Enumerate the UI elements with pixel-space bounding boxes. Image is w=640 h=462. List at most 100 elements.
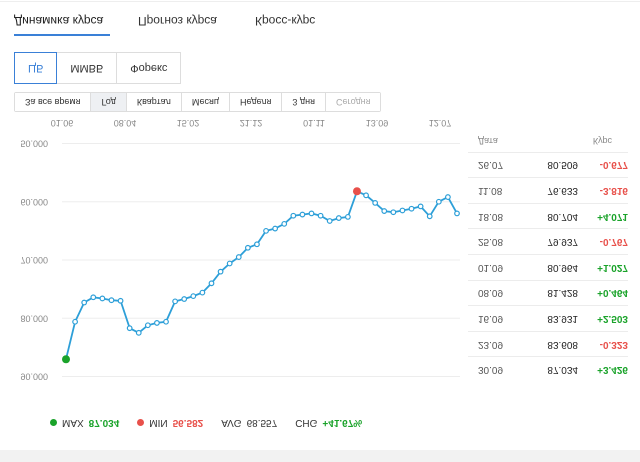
row-change: +2.503 xyxy=(597,313,628,325)
table-row: 11.08 76.633 -3.816 xyxy=(468,177,628,203)
y-tick-label: 60.000 xyxy=(20,197,48,207)
row-date: 25.08 xyxy=(478,236,504,248)
x-tick-label: 13.09 xyxy=(366,118,389,128)
stat-max-value: 87.034 xyxy=(88,417,120,429)
tab-cross-rate[interactable]: Кросс-курс xyxy=(255,14,316,28)
row-rate: 80.704 xyxy=(547,210,578,222)
x-tick-label: 21.12 xyxy=(240,118,263,128)
data-point xyxy=(126,325,133,332)
row-rate: 83.931 xyxy=(547,313,578,325)
row-change: +0.464 xyxy=(597,287,628,299)
table-row: 26.07 80.509 -0.677 xyxy=(468,151,628,178)
x-tick-label: 08.04 xyxy=(114,118,137,128)
data-point xyxy=(445,194,451,200)
data-point xyxy=(81,299,88,306)
data-point xyxy=(199,289,206,296)
stats-bar: MAX 87.034 MIN 56.582 AVG 68.557 CHG +41… xyxy=(50,414,362,432)
row-change: -0.767 xyxy=(599,236,628,248)
active-tab-indicator xyxy=(14,34,110,36)
table-row: 23.09 83.608 -0.323 xyxy=(468,330,628,357)
data-point xyxy=(135,329,142,336)
row-rate: 80.964 xyxy=(547,261,578,273)
data-point xyxy=(108,297,115,304)
stat-min: MIN 56.582 xyxy=(137,418,203,429)
row-rate: 76.633 xyxy=(547,185,578,197)
data-point xyxy=(381,208,388,214)
period-option[interactable]: За все время xyxy=(15,93,92,111)
period-option[interactable]: Месяц xyxy=(181,93,230,111)
stat-chg-value: +41.67% xyxy=(322,417,363,429)
data-point xyxy=(172,298,179,305)
tabs-bar: Динамика курса Прогноз курса Кросс-курс xyxy=(0,1,640,36)
rate-table: 30.09 87.034 +3.426 23.09 83.608 -0.323 16.09 8… xyxy=(468,130,628,382)
period-option[interactable]: Неделя xyxy=(229,93,283,111)
data-point xyxy=(390,209,397,216)
data-point xyxy=(90,294,97,301)
data-point xyxy=(326,218,333,224)
period-option[interactable]: Год xyxy=(91,93,127,111)
row-date: 26.07 xyxy=(478,159,504,171)
x-tick-label: 12.07 xyxy=(429,118,452,128)
row-rate: 81.428 xyxy=(547,287,578,299)
data-point xyxy=(190,293,197,300)
stat-max-label: MAX xyxy=(62,417,84,429)
period-option[interactable]: Сегодня xyxy=(325,93,381,111)
row-change: +1.027 xyxy=(597,261,628,273)
data-point xyxy=(299,211,306,218)
x-tick-label: 01.11 xyxy=(303,118,325,128)
table-row: 16.09 83.931 +2.503 xyxy=(468,305,628,331)
table-row: 18.08 80.704 +4.071 xyxy=(468,202,628,229)
data-point xyxy=(426,213,433,220)
data-point xyxy=(317,212,324,219)
stat-chg: CHG +41.67% xyxy=(295,418,362,429)
tab-forecast[interactable]: Прогноз курса xyxy=(138,14,217,28)
source-selector: ЦБ ММВБ Форекс xyxy=(14,52,182,84)
stat-chg-label: CHG xyxy=(295,417,318,429)
tab-dynamics[interactable]: Динамика курса xyxy=(14,14,104,28)
row-change: -0.677 xyxy=(599,159,628,171)
data-point xyxy=(290,212,297,219)
table-row: 08.09 81.428 +0.464 xyxy=(468,279,628,306)
data-point xyxy=(281,220,288,227)
data-point xyxy=(435,198,442,205)
stat-avg-label: AVG xyxy=(221,417,242,429)
y-tick-label: 80.000 xyxy=(20,313,48,323)
data-point xyxy=(208,280,215,287)
period-selector: За все время Год Квартал Месяц Неделя 3 дня Се… xyxy=(14,92,382,112)
source-option[interactable]: Форекс xyxy=(116,52,182,84)
rate-chart[interactable]: 50.000 60.000 70.000 80.000 90.000 12.07 13.09… xyxy=(0,116,470,402)
source-option[interactable]: ММВБ xyxy=(56,52,118,84)
row-date: 16.09 xyxy=(478,313,504,325)
row-date: 23.09 xyxy=(478,338,504,350)
stat-avg: AVG 68.557 xyxy=(221,418,277,429)
row-date: 01.09 xyxy=(478,261,504,273)
period-option[interactable]: 3 дня xyxy=(282,93,326,111)
stat-max: MAX 87.034 xyxy=(50,418,119,429)
data-point xyxy=(363,192,369,199)
data-point xyxy=(163,318,169,325)
row-rate: 80.509 xyxy=(547,159,578,171)
data-point xyxy=(417,203,424,210)
y-tick-label: 70.000 xyxy=(20,255,48,265)
table-header: Дата Курс xyxy=(468,130,628,152)
source-option[interactable]: ЦБ xyxy=(14,52,58,84)
data-point xyxy=(226,260,233,267)
x-tick-label: 01.06 xyxy=(51,118,74,128)
data-point xyxy=(335,215,342,221)
table-row: 01.09 80.964 +1.027 xyxy=(468,254,628,280)
period-option[interactable]: Квартал xyxy=(126,93,182,111)
stat-min-label: MIN xyxy=(149,417,168,429)
row-date: 18.08 xyxy=(478,210,504,222)
row-change: -0.323 xyxy=(599,338,628,350)
data-point xyxy=(263,227,269,234)
data-point xyxy=(344,213,351,220)
y-tick-label: 90.000 xyxy=(20,372,48,382)
data-point xyxy=(244,244,251,251)
data-point xyxy=(372,200,379,206)
row-change: +4.071 xyxy=(597,210,628,222)
data-point xyxy=(454,210,460,217)
data-point xyxy=(154,320,160,326)
max-point xyxy=(62,355,70,364)
row-rate: 79.937 xyxy=(547,236,578,248)
data-point xyxy=(144,322,151,329)
